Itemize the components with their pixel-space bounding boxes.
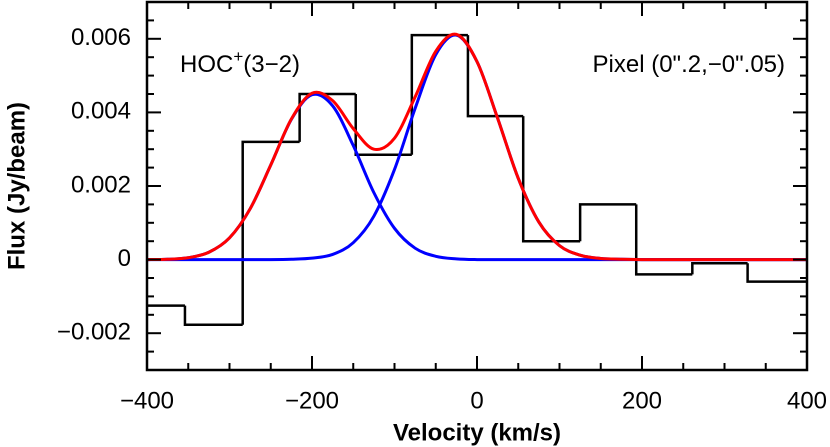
annotation-sup: +	[233, 47, 243, 66]
histogram-step	[241, 140, 300, 325]
histogram-step	[354, 94, 412, 156]
annotation: HOC+(3−2)	[180, 47, 300, 78]
y-tick-label: −0.002	[57, 319, 131, 346]
histogram-step	[746, 263, 807, 283]
x-tick-label: −400	[120, 387, 174, 414]
y-axis-label: Flux (Jy/beam)	[3, 102, 30, 270]
x-axis-label: Velocity (km/s)	[393, 419, 561, 446]
y-tick-label: 0.006	[71, 24, 131, 51]
x-tick-label: 200	[622, 387, 662, 414]
x-tick-label: −200	[285, 387, 339, 414]
y-tick-label: 0.004	[71, 98, 131, 125]
histogram-step	[691, 262, 748, 275]
y-tick-label: 0	[118, 245, 131, 272]
fit-curve	[146, 32, 807, 262]
histogram-step	[634, 204, 693, 276]
y-tick-label: 0.002	[71, 171, 131, 198]
annotation-part: (3−2)	[243, 51, 300, 78]
histogram-step	[578, 203, 637, 242]
x-tick-label: 0	[470, 387, 483, 414]
histogram-step	[298, 92, 356, 142]
plot-frame	[145, 0, 809, 372]
histogram-step	[521, 116, 581, 243]
annotation: Pixel (0".2,−0".05)	[593, 51, 785, 78]
fit-curve	[146, 92, 807, 262]
histogram-step	[183, 305, 243, 326]
histogram-step	[466, 35, 524, 118]
annotation-part: HOC	[180, 51, 233, 78]
x-tick-label: 400	[787, 387, 827, 414]
